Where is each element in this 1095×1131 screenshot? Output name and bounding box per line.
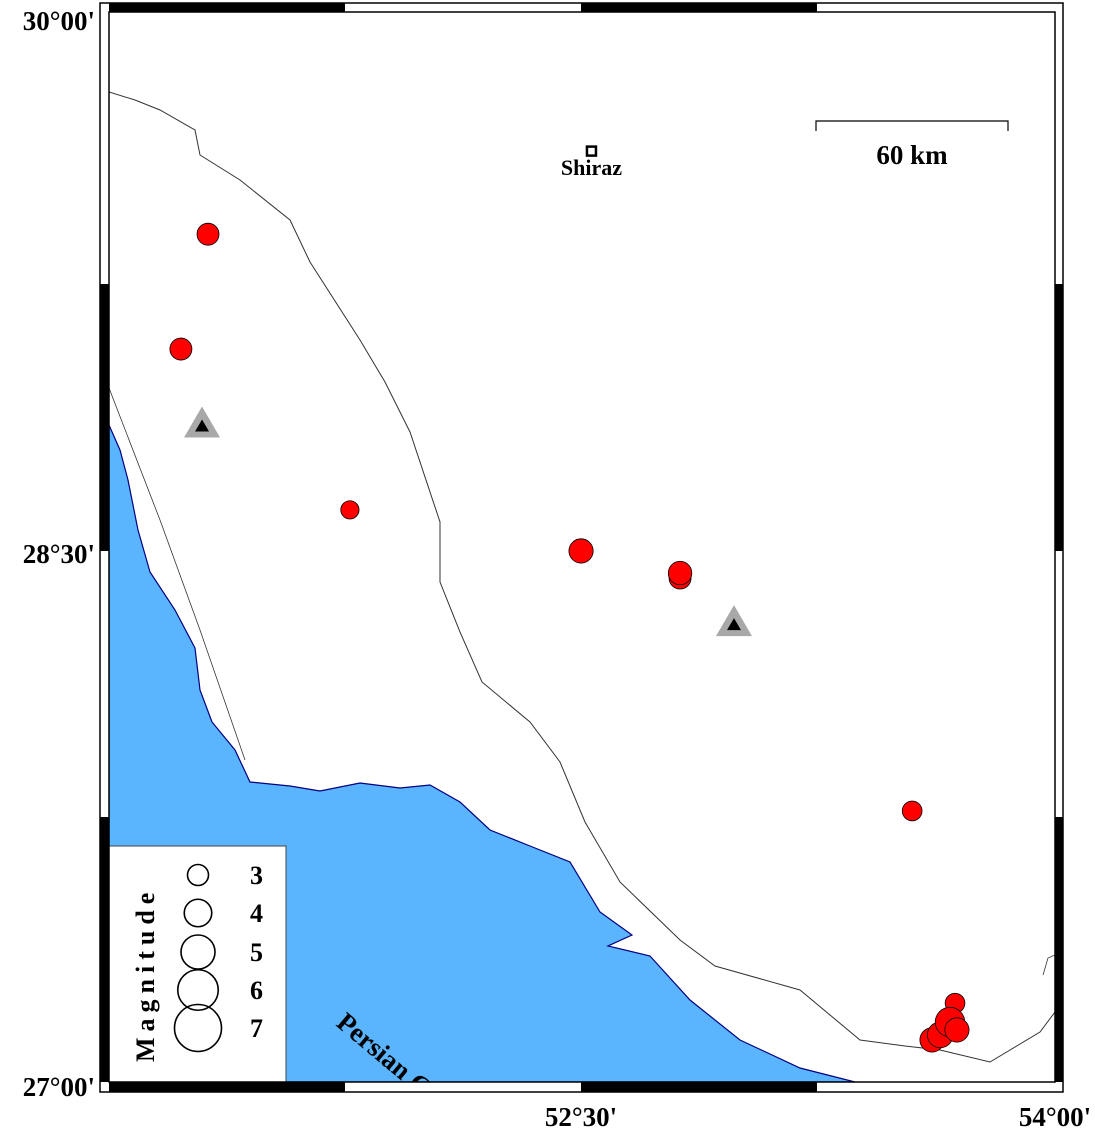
legend-label: 5: [250, 938, 263, 967]
earthquake-event: [901, 800, 923, 822]
legend-circle: [183, 898, 213, 928]
magnitude-legend: Magnitude 3 4 5 6 7: [108, 845, 287, 1083]
legend-label: 6: [250, 976, 263, 1005]
station-inner-icon: [195, 419, 210, 432]
station-inner-icon: [726, 618, 741, 631]
earthquake-event: [340, 500, 360, 520]
lat-label-30: 30°00': [23, 6, 95, 36]
city-label: Shiraz: [561, 155, 622, 180]
legend-circle: [173, 1003, 223, 1053]
earthquake-event: [196, 222, 220, 246]
earthquake-event: [568, 538, 594, 564]
scale-bar-label: 60 km: [876, 140, 948, 170]
earthquake-event: [169, 337, 193, 361]
boundary-line: [109, 387, 1055, 976]
legend-circle: [176, 968, 220, 1012]
legend-label: 3: [250, 861, 263, 890]
stations-layer: [184, 406, 752, 637]
city-square-icon: [585, 145, 598, 157]
city-shiraz: Shiraz: [561, 145, 622, 180]
earthquake-event: [944, 1017, 970, 1043]
lon-label-54: 54°00': [1019, 1102, 1091, 1131]
lon-label-52-30: 52°30': [545, 1102, 617, 1131]
legend-circle: [186, 863, 210, 887]
legend-label: 4: [250, 899, 263, 928]
events-layer: [169, 222, 970, 1053]
sea-area: [109, 424, 856, 1082]
map-frame: [99, 2, 1064, 1093]
boundary-line: [109, 91, 1055, 1063]
legend-title: Magnitude: [131, 887, 160, 1062]
legend-label: 7: [250, 1014, 263, 1043]
scale-bar: 60 km: [815, 120, 1009, 170]
lat-label-27: 27°00': [23, 1072, 95, 1102]
lat-label-28-30: 28°30': [23, 539, 95, 569]
earthquake-event: [667, 560, 693, 586]
